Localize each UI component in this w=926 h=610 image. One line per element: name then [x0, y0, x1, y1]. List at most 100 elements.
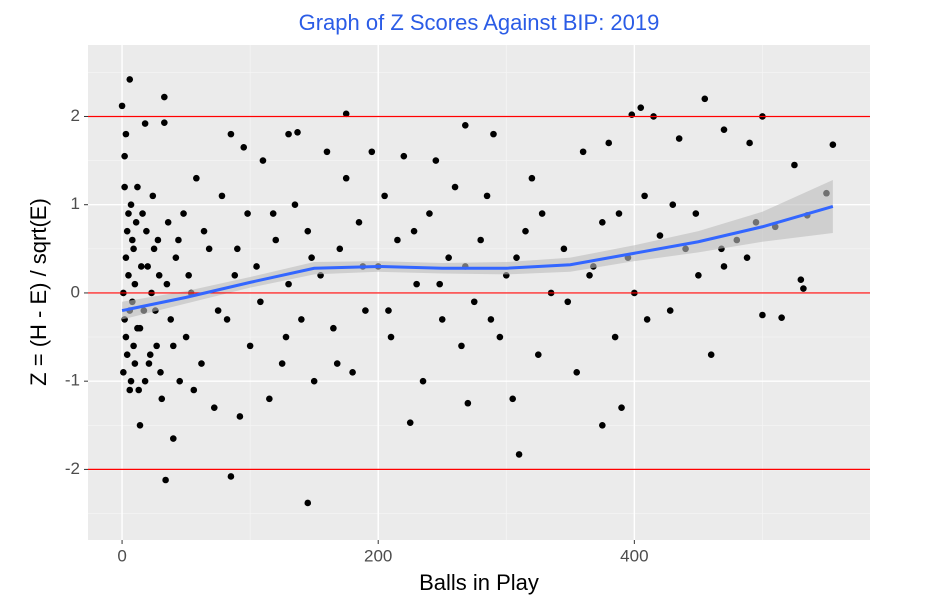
point — [333, 360, 341, 367]
point — [227, 473, 235, 480]
point — [515, 451, 523, 458]
point — [445, 254, 452, 261]
point — [509, 395, 516, 403]
point — [618, 404, 625, 411]
point — [121, 152, 128, 160]
point — [278, 360, 286, 367]
point — [285, 280, 292, 288]
point — [800, 285, 807, 292]
point — [394, 236, 401, 244]
point — [487, 316, 495, 323]
point — [438, 316, 446, 323]
point — [139, 210, 146, 217]
point — [461, 121, 469, 129]
point — [146, 351, 154, 359]
x-tick-label: 0 — [117, 546, 126, 565]
point — [190, 386, 198, 394]
point — [611, 333, 619, 341]
point — [210, 404, 218, 411]
point — [223, 316, 231, 323]
point — [125, 210, 132, 217]
point — [126, 386, 134, 394]
point — [118, 102, 126, 110]
point — [791, 161, 798, 169]
point — [291, 201, 299, 209]
point — [150, 245, 158, 253]
point — [637, 104, 645, 111]
point — [599, 421, 606, 429]
point — [349, 369, 356, 376]
point — [231, 271, 239, 279]
point — [336, 245, 344, 253]
point — [161, 119, 168, 126]
point — [436, 280, 443, 288]
point — [123, 351, 131, 359]
point — [141, 120, 149, 127]
point — [406, 419, 414, 426]
point — [120, 369, 127, 376]
point — [130, 245, 137, 253]
point — [158, 395, 166, 403]
point — [387, 333, 395, 341]
point — [137, 263, 145, 270]
point — [615, 210, 623, 217]
point — [368, 148, 376, 156]
point — [131, 280, 139, 288]
point — [701, 95, 709, 103]
point — [244, 210, 251, 217]
point — [743, 254, 751, 261]
point — [720, 263, 728, 270]
point — [161, 93, 168, 101]
point — [172, 254, 180, 261]
point — [643, 316, 651, 323]
point — [169, 342, 177, 350]
chart-title: Graph of Z Scores Against BIP: 2019 — [299, 10, 660, 35]
y-tick-label: 1 — [71, 194, 80, 213]
point — [122, 333, 130, 341]
point — [236, 413, 244, 420]
point — [145, 360, 153, 367]
point — [528, 174, 536, 182]
point — [707, 351, 715, 359]
y-axis-title: Z = (H - E) / sqrt(E) — [26, 198, 51, 386]
point — [246, 342, 254, 350]
point — [234, 245, 241, 253]
point — [149, 192, 157, 200]
confidence-band — [122, 180, 833, 320]
point — [560, 245, 568, 253]
point — [141, 377, 149, 385]
y-tick-label: 2 — [71, 106, 80, 125]
point — [257, 298, 264, 306]
point — [483, 192, 491, 200]
point — [829, 141, 837, 149]
point — [579, 148, 587, 156]
point — [214, 307, 222, 314]
point — [534, 351, 542, 359]
point — [666, 307, 674, 314]
point — [381, 192, 388, 200]
point — [355, 219, 363, 226]
point — [538, 210, 546, 217]
point — [308, 254, 315, 261]
point — [167, 316, 175, 323]
point — [599, 219, 606, 226]
point — [193, 174, 200, 182]
point — [400, 152, 408, 160]
point — [298, 316, 305, 323]
point — [157, 369, 164, 376]
point — [127, 377, 135, 385]
point — [175, 236, 182, 244]
point — [130, 342, 137, 350]
point — [154, 236, 162, 244]
point — [121, 183, 128, 191]
point — [656, 232, 664, 239]
point — [227, 130, 235, 138]
point — [205, 245, 213, 253]
point — [410, 227, 418, 235]
point — [269, 210, 277, 217]
point — [513, 254, 520, 261]
point — [129, 236, 136, 244]
point — [669, 201, 677, 209]
